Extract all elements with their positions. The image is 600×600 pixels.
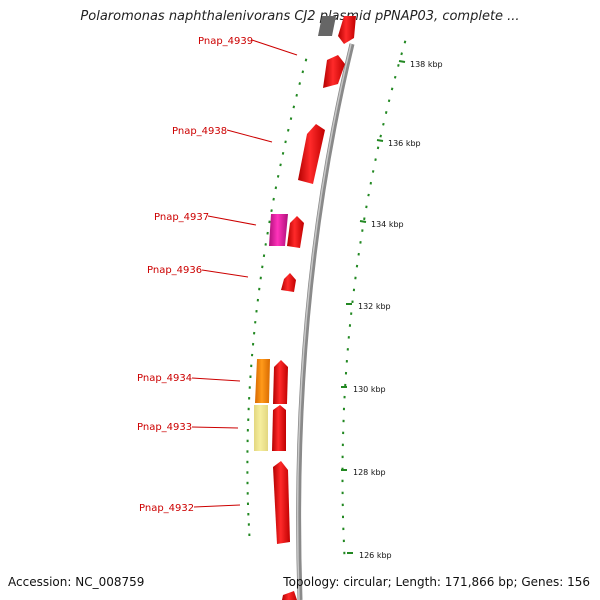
accession-text: Accession: NC_008759 (8, 575, 145, 589)
scale-label-130kbp: 130 kbp (353, 385, 386, 394)
scale-label-138kbp: 138 kbp (410, 60, 443, 69)
outer-tick-mark (390, 87, 394, 91)
gene-pnap-4937-magenta-block[interactable] (269, 214, 288, 246)
outer-tick-mark (387, 99, 391, 103)
gene-pnap-4937-arrow[interactable] (287, 216, 304, 248)
gene-labels: Pnap_4939 Pnap_4938 Pnap_4937 Pnap_4936 … (137, 36, 253, 514)
gene-pnap-4934-arrow[interactable] (273, 360, 288, 404)
outer-tick-mark (400, 52, 403, 56)
scale-label-136kbp: 136 kbp (388, 139, 421, 148)
gene-pnap-4939-arrow[interactable] (323, 55, 345, 88)
inner-tick-mark (272, 197, 275, 201)
outer-tick-mark (382, 122, 385, 126)
gene-pnap-4936-arrow[interactable] (281, 273, 296, 292)
backbone-arc (296, 43, 355, 600)
outer-tick-mark (397, 64, 400, 67)
scale-label-134kbp: 134 kbp (371, 220, 404, 229)
inner-tick-mark (281, 151, 285, 155)
inner-tick-ring (246, 58, 308, 537)
gene-label-pnap-4932[interactable]: Pnap_4932 (139, 503, 194, 514)
gene-label-pnap-4938[interactable]: Pnap_4938 (172, 126, 227, 137)
outer-tick-mark (367, 193, 370, 197)
scale-label-126kbp: 126 kbp (359, 551, 392, 560)
outer-tick-mark (374, 158, 377, 162)
gene-label-pnap-4934[interactable]: Pnap_4934 (137, 373, 192, 384)
backbone-top-segment (318, 16, 336, 36)
label-leaders (191, 39, 298, 508)
gene-label-pnap-4937[interactable]: Pnap_4937 (154, 212, 209, 223)
gene-pnap-4938-arrow[interactable] (298, 124, 325, 184)
backbone-arc-highlight (296, 43, 352, 600)
inner-tick-mark (279, 163, 282, 167)
gene-pnap-4933-arrow[interactable] (272, 405, 286, 451)
outer-tick-mark (376, 146, 380, 150)
inner-tick-mark (270, 209, 273, 213)
outer-tick-mark (379, 134, 382, 138)
topology-stats-text: Topology: circular; Length: 171,866 bp; … (283, 575, 590, 589)
gene-bottom-arrow (282, 591, 297, 600)
gene-label-pnap-4936[interactable]: Pnap_4936 (147, 265, 202, 276)
scale-labels: 138 kbp 136 kbp 134 kbp 132 kbp 130 kbp … (353, 60, 443, 560)
inner-tick-mark (276, 174, 280, 178)
outer-tick-ring (341, 40, 407, 555)
inner-tick-mark (295, 93, 298, 97)
inner-tick-mark (301, 70, 305, 74)
inner-tick-mark (304, 58, 308, 62)
outer-tick-mark (393, 75, 397, 79)
inner-tick-mark (292, 105, 296, 109)
gene-label-pnap-4933[interactable]: Pnap_4933 (137, 422, 192, 433)
outer-tick-mark (384, 111, 388, 114)
inner-tick-mark (298, 82, 301, 85)
gene-pnap-4932-arrow[interactable] (273, 461, 290, 544)
scale-ticks-major (341, 60, 406, 554)
scale-label-128kbp: 128 kbp (353, 468, 386, 477)
inner-tick-mark (289, 117, 293, 121)
gene-arrow-top (338, 16, 356, 44)
map-title: Polaromonas naphthalenivorans CJ2 plasmi… (80, 9, 520, 24)
gene-pnap-4934-orange-block[interactable] (255, 359, 270, 403)
inner-tick-mark (274, 186, 278, 190)
inner-tick-mark (287, 128, 290, 132)
outer-tick-mark (371, 170, 375, 173)
gene-label-pnap-4939[interactable]: Pnap_4939 (198, 36, 253, 47)
scale-label-132kbp: 132 kbp (358, 302, 391, 311)
gene-features (254, 55, 345, 600)
outer-tick-mark (403, 40, 407, 44)
gene-pnap-4933-yellow-block[interactable] (254, 405, 268, 451)
inner-tick-mark (284, 140, 287, 144)
